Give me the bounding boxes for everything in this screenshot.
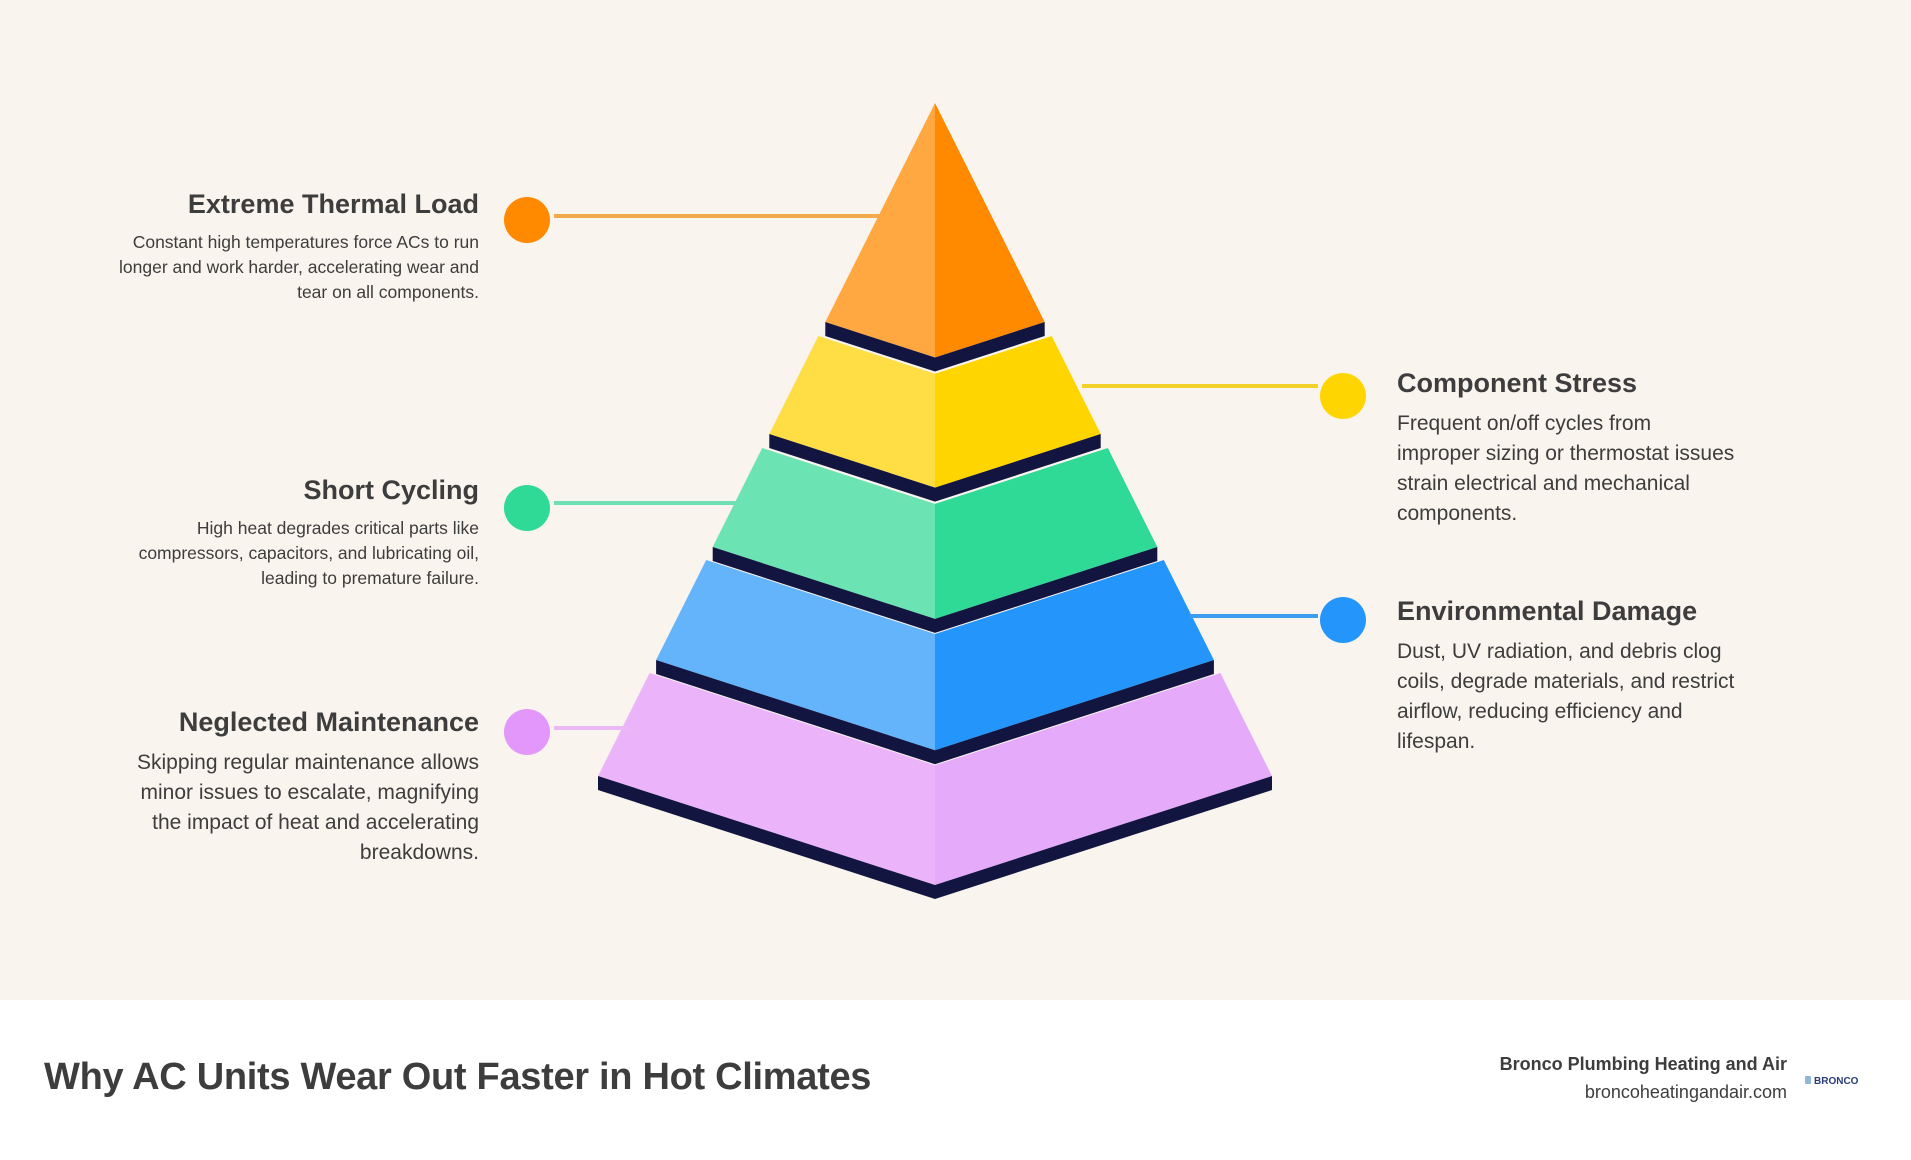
- label-text: Frequent on/off cycles from improper siz…: [1397, 412, 1735, 526]
- label-text: High heat degrades critical parts like c…: [138, 518, 479, 589]
- layer-top-edge: [825, 322, 1045, 372]
- label-component-stress: Component Stress Frequent on/off cycles …: [1397, 367, 1737, 529]
- pyramid-diagram: [504, 103, 1366, 899]
- marker-dot-icon: [504, 709, 550, 755]
- label-text: Constant high temperatures force ACs to …: [119, 232, 479, 303]
- layer-base-left-face: [598, 673, 935, 885]
- layer-3-left-face: [712, 448, 935, 619]
- marker-dot-icon: [504, 197, 550, 243]
- layer-4-left-face: [656, 560, 935, 751]
- label-title: Short Cycling: [303, 475, 479, 505]
- brand-name: Bronco Plumbing Heating and Air: [1499, 1054, 1787, 1074]
- label-title: Environmental Damage: [1397, 596, 1698, 626]
- marker-dot-icon: [1320, 597, 1366, 643]
- page-title: Why AC Units Wear Out Faster in Hot Clim…: [44, 1056, 872, 1098]
- label-text: Skipping regular maintenance allows mino…: [136, 751, 479, 865]
- layer-top-right-face: [935, 103, 1045, 358]
- label-short-cycling: Short Cycling High heat degrades critica…: [119, 474, 479, 591]
- layer-2-left-face: [769, 336, 935, 488]
- brand-url: broncoheatingandair.com: [1584, 1082, 1787, 1102]
- label-extreme-thermal-load: Extreme Thermal Load Constant high tempe…: [119, 188, 479, 305]
- logo-text: BRONCO: [1814, 1076, 1859, 1087]
- footer: Why AC Units Wear Out Faster in Hot Clim…: [0, 1000, 1911, 1160]
- label-title: Neglected Maintenance: [178, 707, 479, 737]
- label-text: Dust, UV radiation, and debris clog coil…: [1397, 640, 1735, 754]
- label-title: Component Stress: [1397, 368, 1638, 398]
- marker-dot-icon: [1320, 373, 1366, 419]
- infographic-canvas: Extreme Thermal Load Constant high tempe…: [0, 0, 1911, 1000]
- brand-block: Bronco Plumbing Heating and Air broncohe…: [1500, 1051, 1787, 1107]
- label-neglected-maintenance: Neglected Maintenance Skipping regular m…: [119, 706, 479, 868]
- layer-2-edge: [769, 434, 1101, 502]
- label-title: Extreme Thermal Load: [187, 189, 479, 219]
- layer-base-right-face: [935, 673, 1272, 885]
- bronco-logo: BRONCO: [1805, 1076, 1859, 1087]
- layer-4-right-face: [935, 560, 1214, 751]
- layer-top-left-face: [825, 103, 935, 358]
- layer-2-right-face: [935, 336, 1101, 488]
- marker-dot-icon: [504, 485, 550, 531]
- layer-3-right-face: [935, 448, 1158, 619]
- label-environmental-damage: Environmental Damage Dust, UV radiation,…: [1397, 595, 1737, 757]
